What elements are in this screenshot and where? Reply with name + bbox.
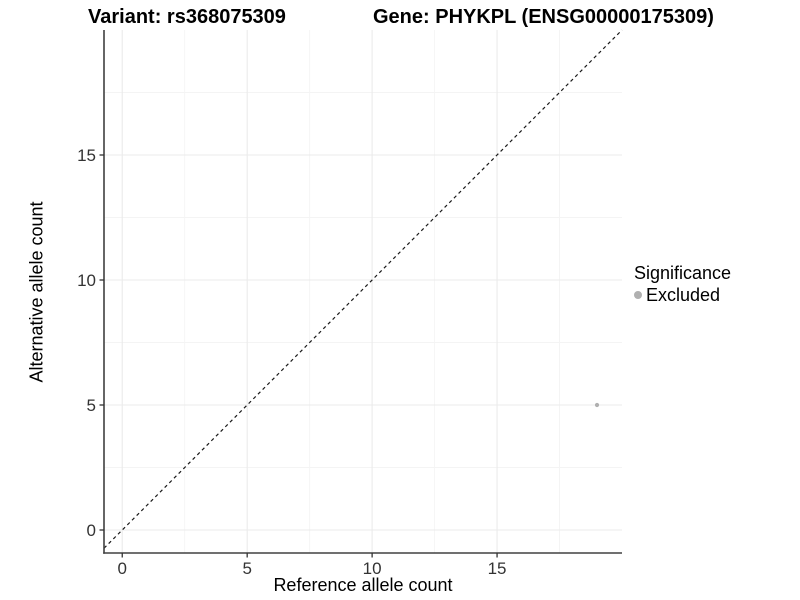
variant-title: Variant: rs368075309 [88, 6, 286, 28]
data-point [594, 402, 600, 408]
y-tick-label: 0 [87, 521, 96, 540]
y-axis-title: Alternative allele count [26, 201, 47, 383]
x-tick-label: 0 [118, 559, 127, 578]
gene-title: Gene: PHYKPL (ENSG00000175309) [373, 6, 714, 28]
legend: Significance Excluded [634, 262, 731, 306]
y-tick-label: 15 [77, 146, 96, 165]
y-tick-label: 10 [77, 271, 96, 290]
x-tick-label: 10 [363, 559, 382, 578]
x-tick-label: 15 [488, 559, 507, 578]
x-axis-title: Reference allele count [273, 575, 453, 595]
x-tick-label: 5 [242, 559, 251, 578]
legend-title: Significance [634, 263, 732, 283]
legend-item-label: Excluded [646, 285, 721, 305]
identity-line [103, 29, 623, 549]
legend-point-swatch-icon [634, 291, 642, 299]
legend-item: Excluded [634, 284, 731, 306]
y-tick-label: 5 [87, 396, 96, 415]
